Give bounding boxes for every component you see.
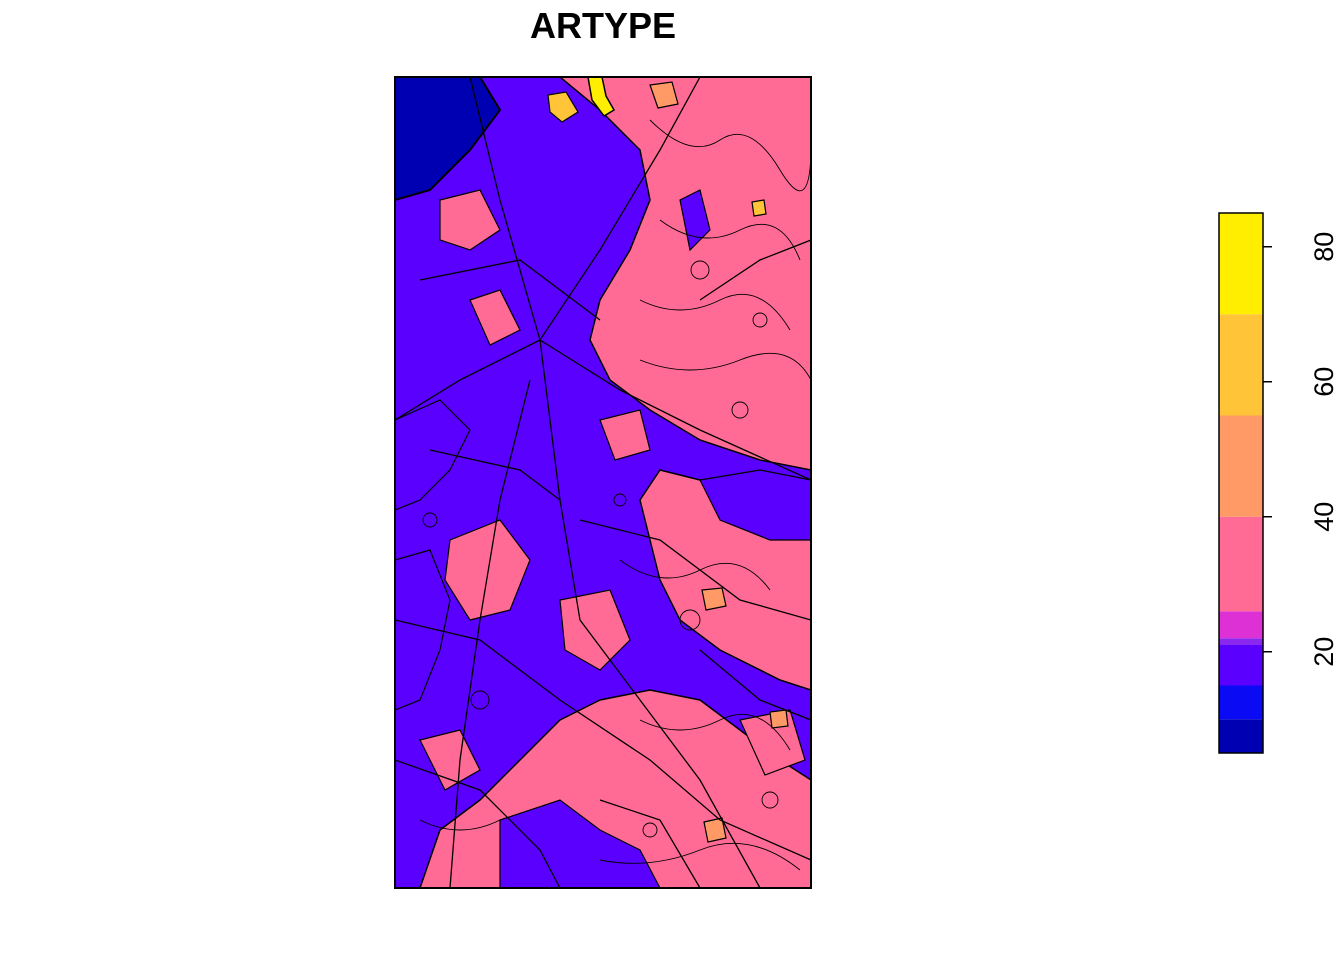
legend-band	[1219, 213, 1263, 315]
orange-patch	[703, 817, 727, 843]
dense-built-area	[395, 77, 502, 202]
orange-patch	[701, 587, 727, 611]
legend-band	[1219, 611, 1263, 639]
legend-band	[1219, 719, 1263, 753]
legend-tick-label: 60	[1309, 367, 1339, 397]
roads	[395, 77, 811, 888]
orange-patch	[649, 81, 679, 109]
legend-bands	[1219, 213, 1263, 753]
built-area	[499, 799, 661, 888]
legend-band	[1219, 645, 1263, 686]
forest-area	[559, 589, 631, 671]
legend-band	[1219, 516, 1263, 612]
yellow-patch	[587, 77, 616, 117]
plot-title: ARTYPE	[529, 5, 677, 46]
forest-area	[444, 519, 531, 621]
built-area	[395, 77, 811, 888]
forest-area	[419, 729, 481, 791]
forest-area	[469, 289, 521, 346]
legend-tick-label: 80	[1309, 232, 1339, 262]
legend-band	[1219, 314, 1263, 416]
forest-area	[599, 409, 651, 461]
orange-patch	[769, 709, 789, 729]
legend-ticks: 20 40 60 80	[1263, 232, 1339, 667]
map-frame	[394, 76, 812, 889]
legend-tick-label: 40	[1309, 502, 1339, 532]
legend-tick-label: 20	[1309, 637, 1339, 667]
built-area	[395, 399, 471, 511]
legend-band	[1219, 638, 1263, 645]
legend-frame	[1218, 212, 1264, 754]
legend-band	[1219, 415, 1263, 517]
parcel-outlines	[419, 119, 811, 871]
forest-area	[439, 189, 501, 251]
gold-patch	[751, 199, 767, 217]
built-area	[699, 469, 811, 541]
gold-patch	[547, 91, 579, 123]
legend-band	[1219, 685, 1263, 720]
built-area	[395, 549, 451, 711]
